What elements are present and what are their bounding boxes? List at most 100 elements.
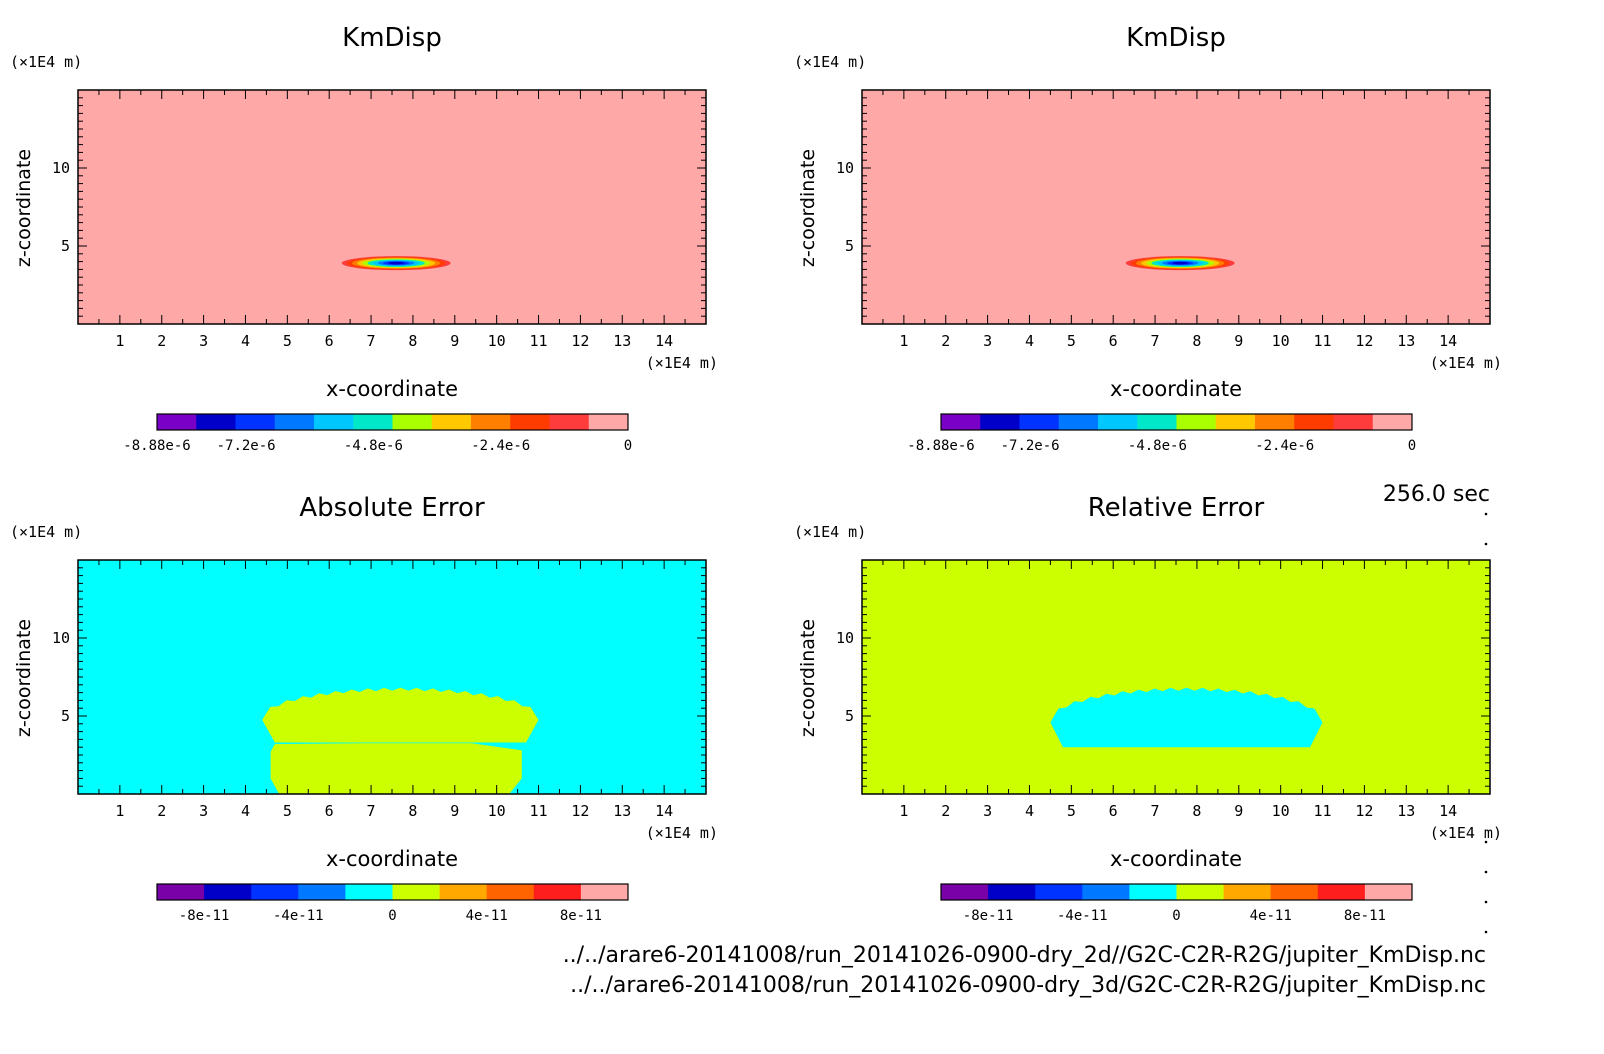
colorbar-swatch [1294,414,1334,430]
colorbar-frame [940,883,1413,901]
x-tick-label: 6 [325,332,334,350]
colorbar-swatch [549,414,590,430]
x-tick-label: 6 [1109,332,1118,350]
y-tick-label: 10 [836,629,854,647]
y-tick-label: 5 [61,707,70,725]
error-region-upper [1050,687,1323,748]
x-tick-label: 8 [1192,802,1201,820]
footer-file-1: ../../arare6-20141008/run_20141026-0900-… [562,943,1486,968]
x-tick-label: 12 [571,332,589,350]
colorbar-swatch [345,884,393,900]
colorbar-swatch [431,414,472,430]
x-tick-label: 3 [199,332,208,350]
colorbar-swatch [471,414,511,430]
x-tick-label: 14 [655,802,673,820]
colorbar-tick-label: -8e-11 [179,908,230,924]
panel-title: Relative Error [1088,493,1265,523]
x-tick-label: 8 [408,802,417,820]
x-tick-label: 7 [1151,332,1160,350]
colorbar-swatch [1098,414,1138,430]
plot-area [78,560,706,794]
colorbar-swatch [298,884,346,900]
field-background [862,560,1490,794]
y-axis-label: z-coordinate [13,619,35,737]
x-tick-label: 4 [241,332,250,350]
panel-2: KmDisp(×1E4 m)1 2 3 4 5 6 7 8 9 10 11 12 13 14510(×1E… [794,23,1502,454]
x-tick-label: 13 [613,802,631,820]
colorbar-swatch [314,414,354,430]
x-tick-label: 1 [899,802,908,820]
x-tick-label: 14 [1439,802,1457,820]
panel-title: Absolute Error [299,493,485,523]
x-tick-label: 13 [613,332,631,350]
colorbar-frame [156,883,629,901]
y-axis-label: z-coordinate [13,149,35,267]
x-tick-label: 13 [1397,802,1415,820]
colorbar-swatch [486,884,535,900]
x-tick-label: 12 [1355,802,1373,820]
x-unit-label: (×1E4 m) [1430,824,1502,842]
x-axis-label: x-coordinate [326,377,458,401]
colorbar-swatch [157,884,205,900]
colorbar-tick-label: 0 [1408,438,1416,454]
colorbar-tick-label: -4.8e-6 [1128,438,1187,454]
blob-contour-10 [1172,261,1189,265]
colorbar-tick-label: -4.8e-6 [344,438,403,454]
colorbar-tick-label: -7.2e-6 [1001,438,1060,454]
x-tick-label: 13 [1397,332,1415,350]
x-tick-label: 4 [241,802,250,820]
blob-contour-10 [388,261,405,265]
colorbar-tick-label: -8.88e-6 [907,438,974,454]
colorbar-swatch [439,884,488,900]
colorbar-tick-label: -8.88e-6 [123,438,190,454]
colorbar-swatch [1317,884,1366,900]
colorbar-swatch [1035,884,1083,900]
colorbar: -8.88e-6 -7.2e-6 -4.8e-6 -2.4e-6 0 [907,413,1416,454]
y-axis-label: z-coordinate [797,149,819,267]
error-region-lower [270,743,522,794]
colorbar-swatch [1372,414,1413,430]
colorbar-frame [156,413,629,431]
colorbar-swatch [1082,884,1130,900]
colorbar-tick-label: 0 [1172,908,1180,924]
colorbar-swatch [274,414,315,430]
y-axis-label: z-coordinate [797,619,819,737]
plot-area [862,90,1490,324]
colorbar-swatch [980,414,1020,430]
colorbar-tick-label: 0 [388,908,396,924]
colorbar-tick-label: 0 [624,438,632,454]
field-background [78,90,706,324]
x-tick-label: 1 [115,802,124,820]
y-tick-label: 10 [836,159,854,177]
plot-area [78,90,706,324]
x-unit-label: (×1E4 m) [646,354,718,372]
x-tick-label: 11 [530,332,548,350]
x-tick-label: 11 [1314,332,1332,350]
x-tick-label: 2 [157,802,166,820]
x-axis-label: x-coordinate [326,847,458,871]
colorbar-swatch [1176,414,1217,430]
colorbar-tick-label: -2.4e-6 [471,438,530,454]
colorbar-swatch [204,884,252,900]
footer-file-2: ../../arare6-20141008/run_20141026-0900-… [570,973,1486,998]
colorbar-tick-label: -4e-11 [1057,908,1108,924]
colorbar-swatch [157,414,197,430]
colorbar-swatch [1019,414,1060,430]
edge-dot-4 [1484,870,1488,874]
edge-dot-5 [1484,900,1488,904]
y-tick-label: 5 [845,237,854,255]
x-tick-label: 3 [199,802,208,820]
colorbar-tick-label: -7.2e-6 [217,438,276,454]
colorbar-tick-label: 8e-11 [1344,908,1386,924]
x-tick-label: 11 [1314,802,1332,820]
y-tick-label: 5 [845,707,854,725]
x-tick-label: 14 [1439,332,1457,350]
colorbar-swatch [510,414,550,430]
colorbar-swatch [1215,414,1256,430]
colorbar-swatch [251,884,299,900]
colorbar-swatch [1333,414,1374,430]
colorbar-swatch [392,414,433,430]
colorbar-swatch [533,884,582,900]
x-tick-label: 3 [983,332,992,350]
